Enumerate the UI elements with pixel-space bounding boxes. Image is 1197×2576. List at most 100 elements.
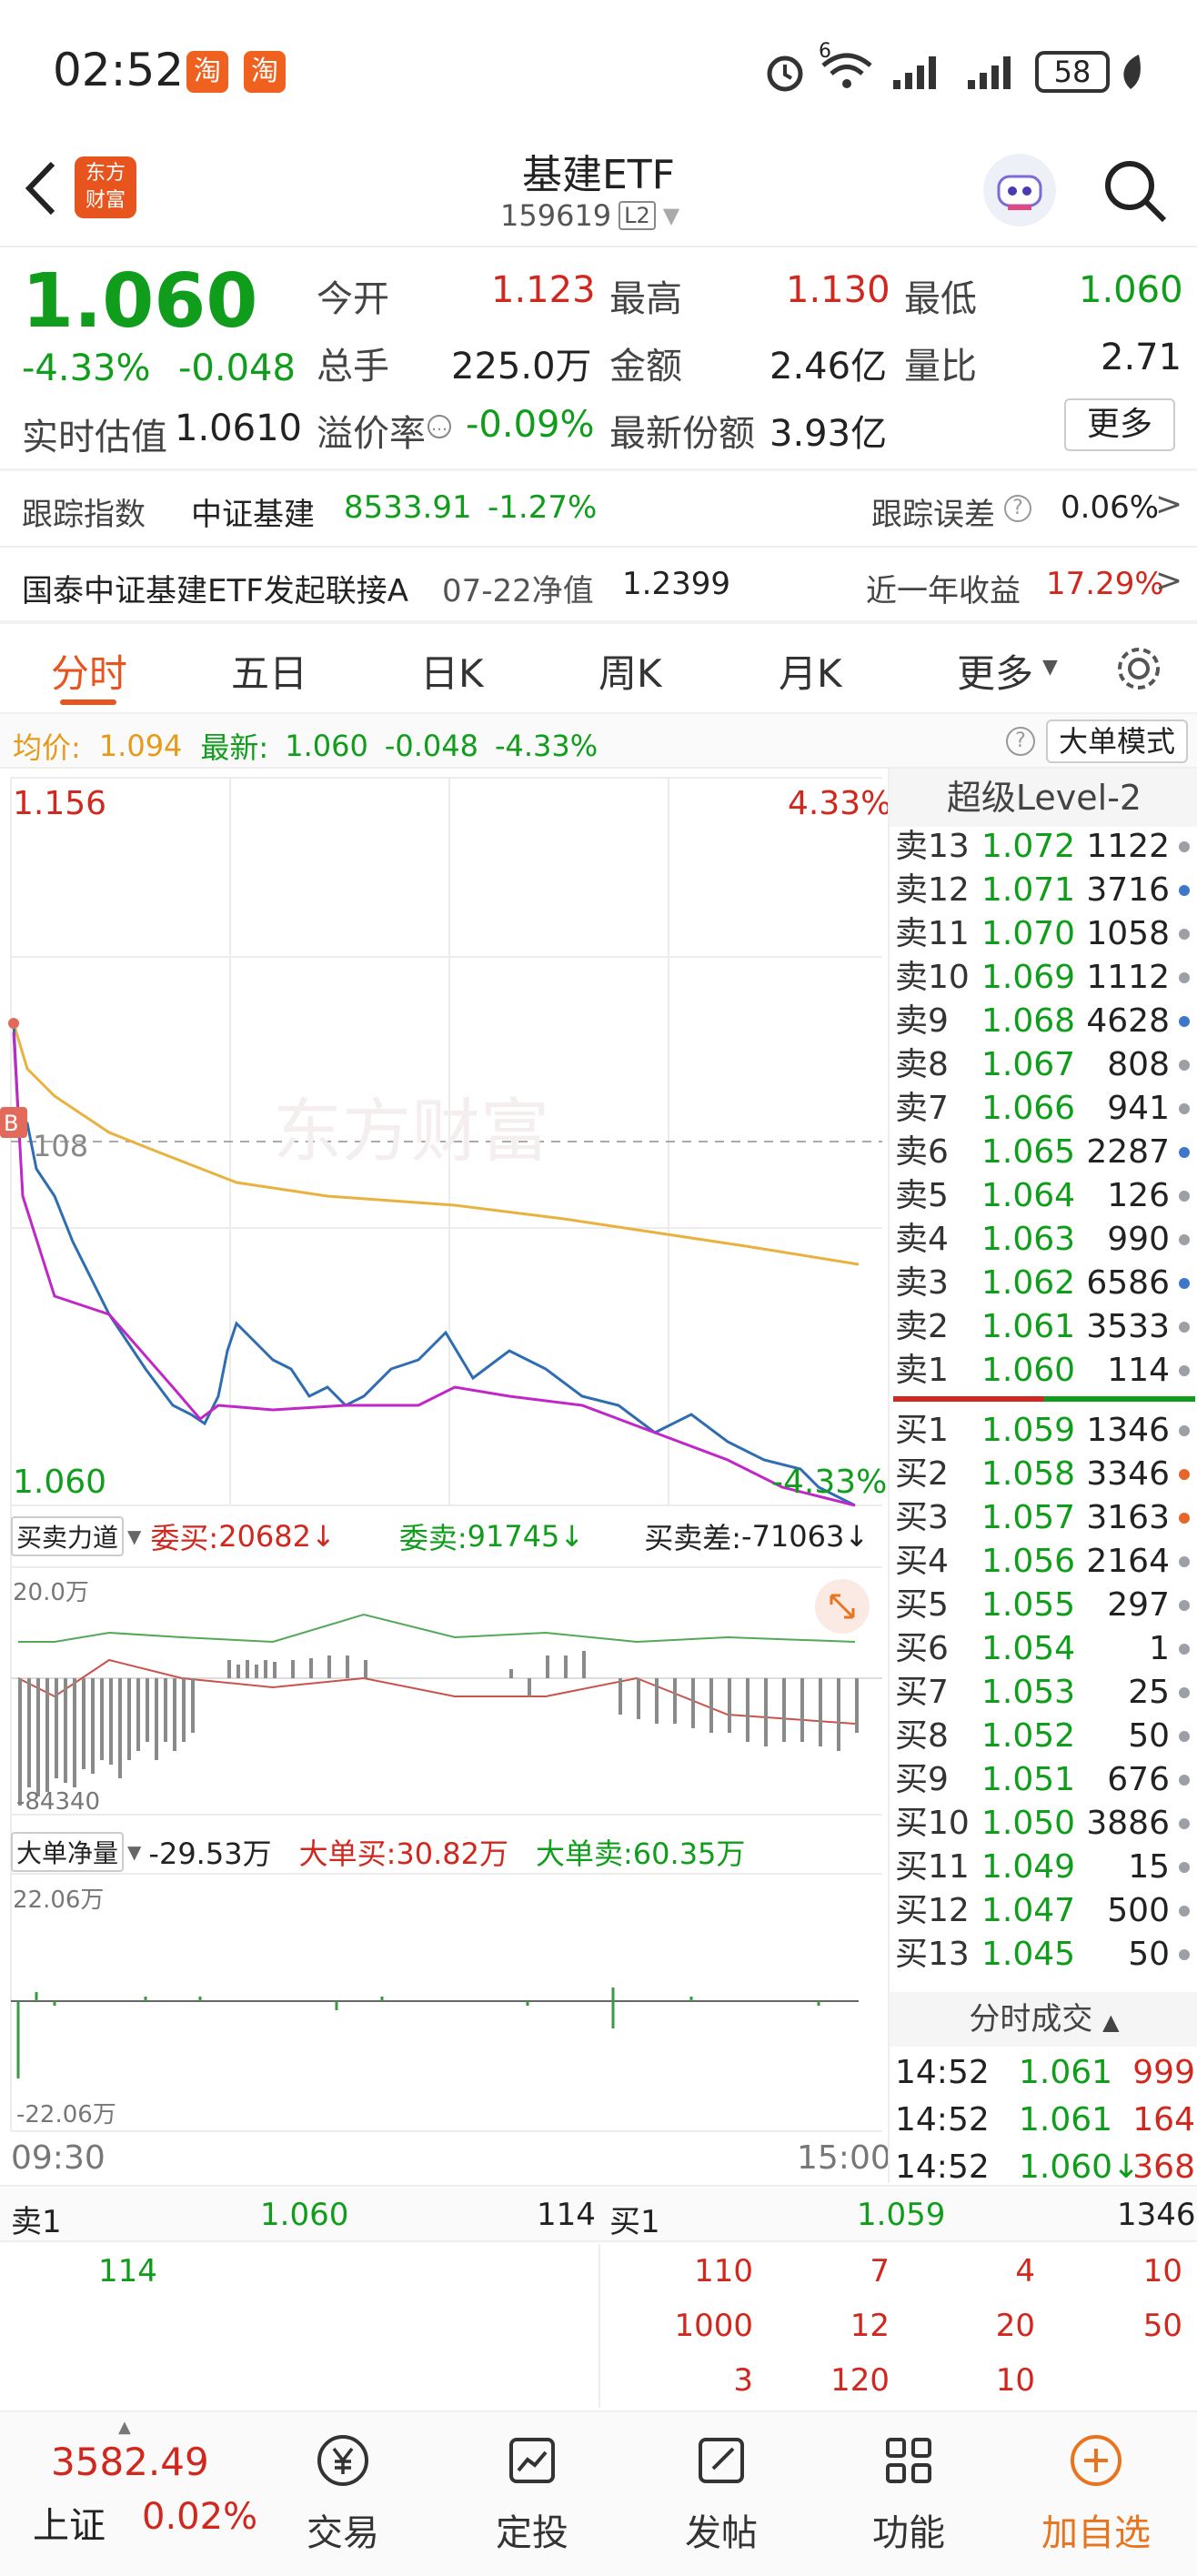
market-index-pct: 0.02% — [142, 2496, 258, 2538]
latest-change: -0.048 — [384, 729, 478, 763]
buy-level-volume: 3886 — [1086, 1805, 1170, 1842]
caret-down-icon-2: ▼ — [127, 1525, 142, 1547]
sell-level-volume: 126 — [1107, 1177, 1170, 1214]
trades-header[interactable]: 分时成交 ▲ — [890, 1992, 1197, 2047]
linked-fund-nav: 1.2399 — [622, 566, 730, 602]
sell-level-volume: 808 — [1107, 1046, 1170, 1083]
nav-trade[interactable]: 交易 — [275, 2430, 411, 2556]
sell-level-row[interactable]: 卖5 1.064 126 — [895, 1174, 1195, 1218]
sell-level-row[interactable]: 卖10 1.069 1112 — [895, 956, 1195, 1000]
queue-buy-item: 7 — [870, 2253, 890, 2289]
linked-fund-row[interactable]: 国泰中证基建ETF发起联接A 07-22净值 1.2399 近一年收益 17.2… — [0, 548, 1197, 620]
level2-panel: 超级Level-2 卖13 1.072 1122 卖12 1.071 3716 卖11 1.0… — [888, 769, 1197, 2186]
sell-level-row[interactable]: 卖2 1.061 3533 — [895, 1305, 1195, 1349]
sell-level-row[interactable]: 卖6 1.065 2287 — [895, 1131, 1195, 1174]
leaf-icon — [1123, 55, 1141, 89]
order-flag-dot — [1179, 1147, 1190, 1158]
tab-daily-k[interactable]: 日K — [420, 651, 484, 696]
high-label: 最高 — [609, 278, 682, 320]
avg-price-label: 均价: — [13, 730, 81, 765]
buy-level-price: 1.056 — [981, 1543, 1076, 1580]
linked-fund-name: 国泰中证基建ETF发起联接A — [22, 573, 409, 609]
big-order-selector[interactable]: 大单净量 — [11, 1832, 125, 1872]
order-flag-dot — [1179, 929, 1190, 940]
force-y-top: 20.0万 — [13, 1579, 89, 1606]
buy-level-row[interactable]: 买4 1.056 2164 — [895, 1540, 1195, 1584]
page-title: 基建ETF — [522, 152, 675, 198]
order-flag-dot — [1179, 1322, 1190, 1333]
buy-level-row[interactable]: 买1 1.059 1346 — [895, 1409, 1195, 1453]
sell-level-price: 1.071 — [981, 871, 1076, 909]
buy-level-row[interactable]: 买8 1.052 50 — [895, 1715, 1195, 1758]
book-divider — [893, 1396, 1195, 1402]
trade-time: 14:52 — [895, 2054, 990, 2091]
sell-level-row[interactable]: 卖13 1.072 1122 — [895, 825, 1195, 869]
tab-weekly-k[interactable]: 周K — [598, 651, 662, 696]
buy-level-row[interactable]: 买3 1.057 3163 — [895, 1496, 1195, 1540]
clock: 02:52 — [53, 44, 185, 96]
status-bar: 02:52 淘 淘 6 58 — [0, 0, 1197, 136]
sell-level-row[interactable]: 卖1 1.060 114 — [895, 1349, 1195, 1393]
avg-price-line — [12, 1022, 860, 1266]
sell-level-row[interactable]: 卖3 1.062 6586 — [895, 1262, 1195, 1305]
tab-monthly-k[interactable]: 月K — [779, 651, 842, 696]
sell-level-row[interactable]: 卖8 1.067 808 — [895, 1043, 1195, 1087]
linked-fund-nav-date: 07-22净值 — [442, 573, 594, 609]
buy-level-row[interactable]: 买12 1.047 500 — [895, 1889, 1195, 1933]
queue-sell-price: 1.060 — [260, 2197, 349, 2233]
bottom-nav: ▲ 3582.49 上证 0.02% 交易 定投 发帖 功能 加自选 — [0, 2410, 1197, 2576]
expand-icon[interactable] — [815, 1579, 870, 1634]
help-icon[interactable]: ? — [1004, 495, 1031, 522]
help-icon-2[interactable]: ? — [1006, 727, 1035, 756]
back-arrow-icon[interactable] — [18, 156, 64, 220]
intraday-chart[interactable]: 东方财富 B 108 1.156 4.33% 1.060 -4.33% — [0, 769, 888, 2188]
battery-icon: 58 — [1035, 51, 1110, 93]
stock-code: 159619 L2 ▼ — [500, 198, 680, 233]
buy-level-price: 1.049 — [981, 1848, 1076, 1886]
nav-add-watchlist[interactable]: 加自选 — [1028, 2430, 1164, 2556]
sell-level-label: 卖10 — [895, 959, 970, 996]
more-button[interactable]: 更多 — [1064, 398, 1175, 451]
nav-functions[interactable]: 功能 — [840, 2430, 977, 2556]
nav-post[interactable]: 发帖 — [653, 2430, 790, 2556]
sell-level-row[interactable]: 卖4 1.063 990 — [895, 1218, 1195, 1262]
buy-level-row[interactable]: 买11 1.049 15 — [895, 1846, 1195, 1889]
tab-intraday[interactable]: 分时 — [51, 651, 128, 696]
buy-level-row[interactable]: 买9 1.051 676 — [895, 1758, 1195, 1802]
settings-gear-icon[interactable] — [1113, 643, 1164, 694]
search-icon[interactable] — [1099, 155, 1172, 227]
tab-five-day[interactable]: 五日 — [231, 651, 308, 696]
force-y-bottom: -84340 — [16, 1788, 101, 1816]
buy-level-label: 买13 — [895, 1936, 970, 1973]
chevron-right-icon[interactable]: > — [1155, 486, 1183, 523]
tracking-index-name: 中证基建 — [191, 497, 315, 533]
chevron-right-icon-2[interactable]: > — [1155, 562, 1183, 599]
chevron-down-icon[interactable]: ▼ — [662, 203, 680, 228]
buy-level-row[interactable]: 买5 1.055 297 — [895, 1584, 1195, 1627]
queue-buy-item: 50 — [1142, 2308, 1182, 2344]
info-icon[interactable]: … — [428, 415, 451, 438]
buy-level-row[interactable]: 买6 1.054 1 — [895, 1627, 1195, 1671]
market-index-value[interactable]: 3582.49 — [51, 2440, 209, 2484]
robot-assistant-icon[interactable] — [981, 151, 1059, 229]
premium-label: 溢价率 — [317, 413, 426, 455]
sell-level-row[interactable]: 卖7 1.066 941 — [895, 1087, 1195, 1131]
queue-buy-label: 买1 — [609, 2204, 660, 2240]
buy-level-row[interactable]: 买7 1.053 25 — [895, 1671, 1195, 1715]
level2-title[interactable]: 超级Level-2 — [890, 769, 1197, 827]
buy-level-row[interactable]: 买13 1.045 50 — [895, 1933, 1195, 1977]
buy-level-row[interactable]: 买10 1.050 3886 — [895, 1802, 1195, 1846]
tab-more[interactable]: 更多 — [957, 651, 1034, 696]
sell-level-row[interactable]: 卖12 1.071 3716 — [895, 869, 1195, 912]
sell-level-volume: 114 — [1107, 1352, 1170, 1389]
buy-level-row[interactable]: 买2 1.058 3346 — [895, 1453, 1195, 1496]
sell-level-price: 1.060 — [981, 1352, 1076, 1389]
sell-level-row[interactable]: 卖11 1.070 1058 — [895, 912, 1195, 956]
force-selector[interactable]: 买卖力道 — [11, 1516, 125, 1556]
big-order-mode-button[interactable]: 大单模式 — [1046, 719, 1188, 763]
order-flag-dot — [1179, 1600, 1190, 1611]
buy-level-price: 1.052 — [981, 1717, 1076, 1755]
sell-level-row[interactable]: 卖9 1.068 4628 — [895, 1000, 1195, 1043]
nav-fixed-invest[interactable]: 定投 — [464, 2430, 600, 2556]
tracking-index-row[interactable]: 跟踪指数 中证基建 8533.91 -1.27% 跟踪误差 ? 0.06% > — [0, 473, 1197, 546]
